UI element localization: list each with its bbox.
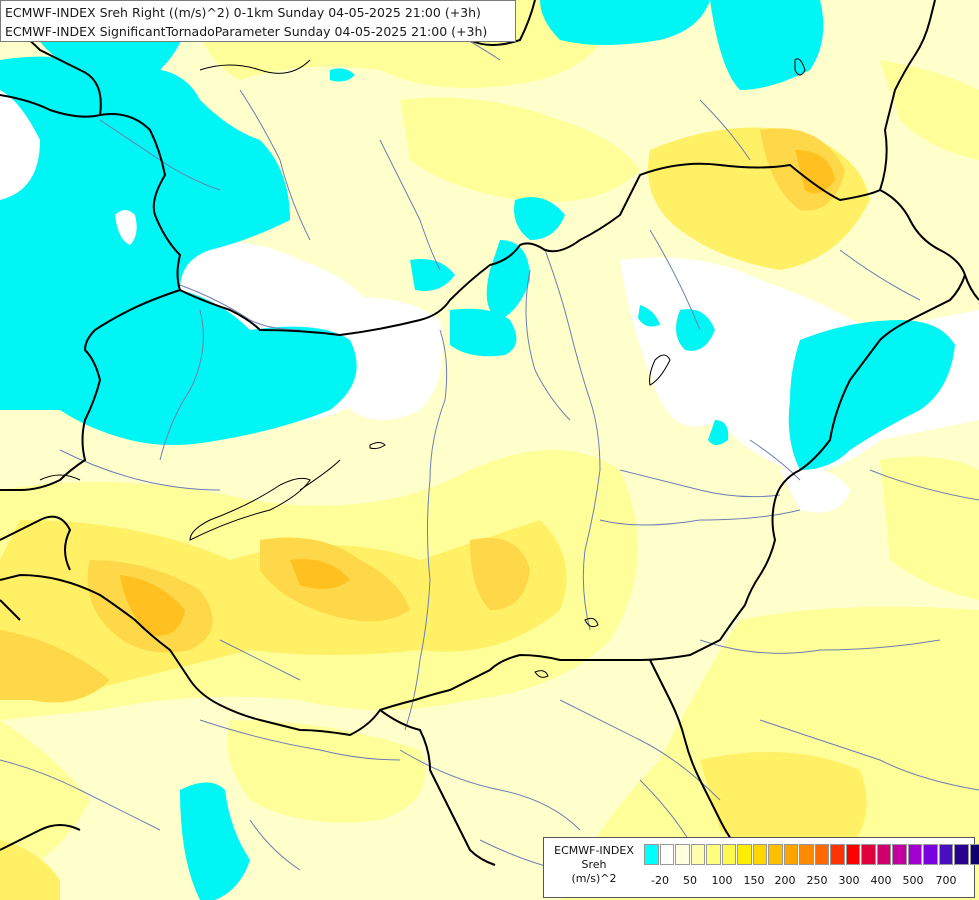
legend-swatch xyxy=(907,844,922,865)
legend-tick-label: 200 xyxy=(774,874,796,887)
color-legend: ECMWF-INDEX Sreh (m/s)^2 -20 50 100 150 200 2… xyxy=(543,837,979,898)
legend-title-unit: (m/s)^2 xyxy=(571,872,617,885)
legend-tick-label: -20 xyxy=(651,874,669,887)
legend-swatch xyxy=(830,844,845,865)
legend-swatches xyxy=(644,844,979,865)
legend-swatch xyxy=(845,844,860,865)
legend-tick-label: 300 xyxy=(838,874,860,887)
legend-title: ECMWF-INDEX Sreh (m/s)^2 xyxy=(548,844,640,886)
legend-tick-label: 400 xyxy=(870,874,892,887)
legend-swatch xyxy=(783,844,798,865)
legend-swatch xyxy=(721,844,736,865)
legend-swatch xyxy=(861,844,876,865)
legend-swatch xyxy=(659,844,674,865)
legend-swatch xyxy=(690,844,705,865)
legend-swatch xyxy=(675,844,690,865)
legend-tick-label: 500 xyxy=(902,874,924,887)
header-line-sreh: ECMWF-INDEX Sreh Right ((m/s)^2) 0-1km S… xyxy=(5,5,481,20)
sreh-cyan-fields xyxy=(0,0,955,900)
legend-swatch xyxy=(752,844,767,865)
legend-swatch xyxy=(892,844,907,865)
legend-swatch xyxy=(706,844,721,865)
legend-swatch xyxy=(814,844,829,865)
legend-tick-label: 150 xyxy=(743,874,765,887)
legend-title-param: Sreh xyxy=(581,858,607,871)
legend-tick-label: 250 xyxy=(806,874,828,887)
legend-swatch xyxy=(969,844,979,865)
chart-header: ECMWF-INDEX Sreh Right ((m/s)^2) 0-1km S… xyxy=(0,0,516,42)
legend-swatch xyxy=(644,844,659,865)
legend-ticks: -20 50 100 150 200 250 300 400 500 700 xyxy=(644,874,974,890)
region-borders xyxy=(39,59,341,491)
legend-tick-label: 100 xyxy=(711,874,733,887)
legend-swatch xyxy=(938,844,953,865)
legend-swatch xyxy=(923,844,938,865)
legend-title-source: ECMWF-INDEX xyxy=(554,844,634,857)
rivers xyxy=(0,19,979,871)
legend-swatch xyxy=(954,844,969,865)
header-line-stp: ECMWF-INDEX SignificantTornadoParameter … xyxy=(5,24,488,39)
legend-tick-label: 50 xyxy=(683,874,697,887)
legend-swatch xyxy=(737,844,752,865)
legend-tick-label: 700 xyxy=(935,874,957,887)
legend-swatch xyxy=(768,844,783,865)
sreh-white-holes xyxy=(115,210,137,245)
lakes xyxy=(189,58,806,678)
legend-swatch xyxy=(876,844,891,865)
legend-swatch xyxy=(799,844,814,865)
